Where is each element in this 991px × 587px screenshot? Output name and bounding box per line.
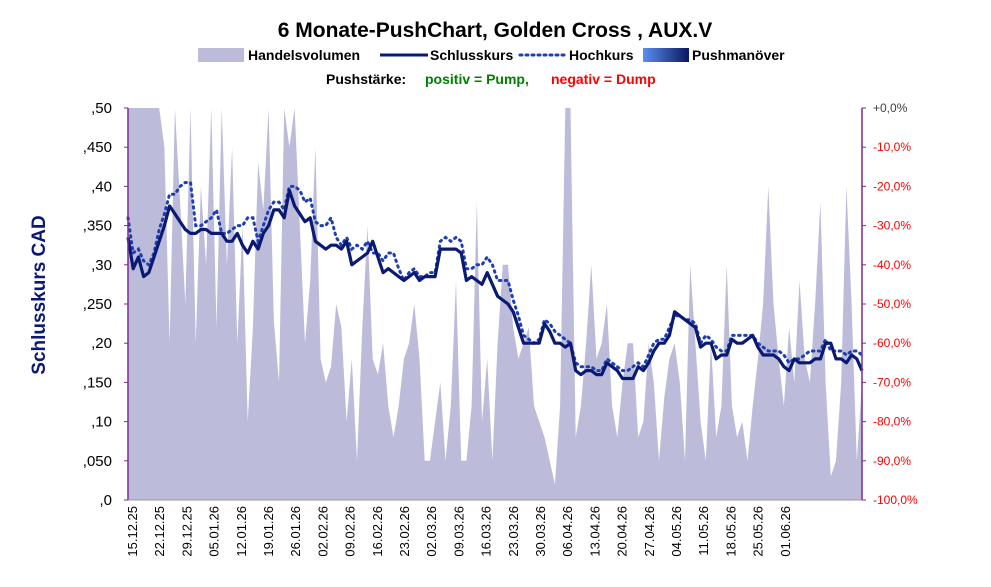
x-tick-label: 12.01.26 <box>234 506 249 557</box>
legend-swatch-volume <box>198 48 244 62</box>
push-strength-note: Pushstärke: positiv = Pump, negativ = Du… <box>326 71 656 87</box>
chart-title: 6 Monate-PushChart, Golden Cross , AUX.V <box>278 19 712 42</box>
x-tick-label: 30.03.26 <box>533 506 548 557</box>
y-tick-label: ,0 <box>99 492 112 509</box>
legend-swatch-push <box>643 48 689 62</box>
x-tick-label: 23.02.26 <box>397 506 412 557</box>
y-tick-label: ,150 <box>83 374 112 391</box>
x-tick-label: 15.12.25 <box>125 506 140 557</box>
x-tick-label: 06.04.26 <box>560 506 575 557</box>
legend-label-high: Hochkurs <box>569 47 634 63</box>
x-tick-label: 26.01.26 <box>288 506 303 557</box>
volume-area-layer <box>128 108 862 500</box>
x-tick-label: 05.01.26 <box>207 506 222 557</box>
y-tick-label: ,20 <box>91 335 112 352</box>
right-tick-label: -60,0% <box>873 336 911 350</box>
legend-label-volume: Handelsvolumen <box>248 47 360 63</box>
x-tick-label: 20.04.26 <box>615 506 630 557</box>
x-tick-label: 11.05.26 <box>696 506 711 556</box>
legend-label-close: Schlusskurs <box>430 47 513 63</box>
x-tick-label: 02.02.26 <box>315 506 330 557</box>
x-tick-label: 02.03.26 <box>424 506 439 557</box>
right-tick-label: -30,0% <box>873 219 911 233</box>
x-tick-label: 01.06.26 <box>778 506 793 557</box>
right-tick-label: -90,0% <box>873 454 911 468</box>
y-tick-label: ,30 <box>91 257 112 274</box>
push-strength-negative: negativ = Dump <box>551 71 656 87</box>
x-tick-labels: 15.12.25 22.12.25 29.12.25 05.01.26 12.01.26… <box>125 506 793 557</box>
hochkurs-line <box>126 181 864 373</box>
push-strength-label: Pushstärke: <box>326 71 406 87</box>
right-tick-label: -80,0% <box>873 415 911 429</box>
y-tick-label: ,050 <box>83 453 112 470</box>
x-tick-label: 16.03.26 <box>479 506 494 557</box>
y-tick-label: ,450 <box>83 139 112 156</box>
right-tick-label: -10,0% <box>873 140 911 154</box>
y-tick-label: ,10 <box>91 414 112 431</box>
left-tick-labels: ,0 ,050 ,10 ,150 ,20 ,250 ,30 ,350 ,40 ,450 ,50 <box>83 100 128 509</box>
right-tick-label: +0,0% <box>873 101 908 115</box>
legend-label-push: Pushmanöver <box>692 47 785 63</box>
right-tick-label: -50,0% <box>873 297 911 311</box>
x-tick-label: 09.02.26 <box>343 506 358 557</box>
x-tick-label: 04.05.26 <box>669 506 684 557</box>
y-axis-label: Schlusskurs CAD <box>29 215 50 374</box>
right-tick-label: -40,0% <box>873 258 911 272</box>
x-tick-label: 18.05.26 <box>723 506 738 557</box>
x-tick-label: 25.05.26 <box>751 506 766 557</box>
x-tick-label: 23.03.26 <box>506 506 521 557</box>
y-tick-label: ,350 <box>83 218 112 235</box>
y-tick-label: ,250 <box>83 296 112 313</box>
x-tick-label: 16.02.26 <box>370 506 385 557</box>
x-tick-label: 19.01.26 <box>261 506 276 557</box>
push-strength-positive: positiv = Pump, <box>425 71 529 87</box>
right-tick-label: -70,0% <box>873 375 911 389</box>
chart-legend: Handelsvolumen Schlusskurs Hochkurs Push… <box>198 47 785 63</box>
volume-area <box>128 108 862 500</box>
y-tick-label: ,50 <box>91 100 112 117</box>
x-tick-label: 09.03.26 <box>451 506 466 557</box>
x-tick-label: 22.12.25 <box>152 506 167 557</box>
x-tick-label: 13.04.26 <box>587 506 602 557</box>
right-tick-labels: -100,0% -90,0% -80,0% -70,0% -60,0% -50,0% -40… <box>862 101 918 507</box>
x-tick-label: 27.04.26 <box>642 506 657 557</box>
y-tick-label: ,40 <box>91 178 112 195</box>
x-tick-label: 29.12.25 <box>179 506 194 557</box>
price-series-layer <box>126 181 864 381</box>
schlusskurs-line <box>126 188 864 381</box>
right-tick-label: -100,0% <box>873 493 918 507</box>
right-tick-label: -20,0% <box>873 179 911 193</box>
